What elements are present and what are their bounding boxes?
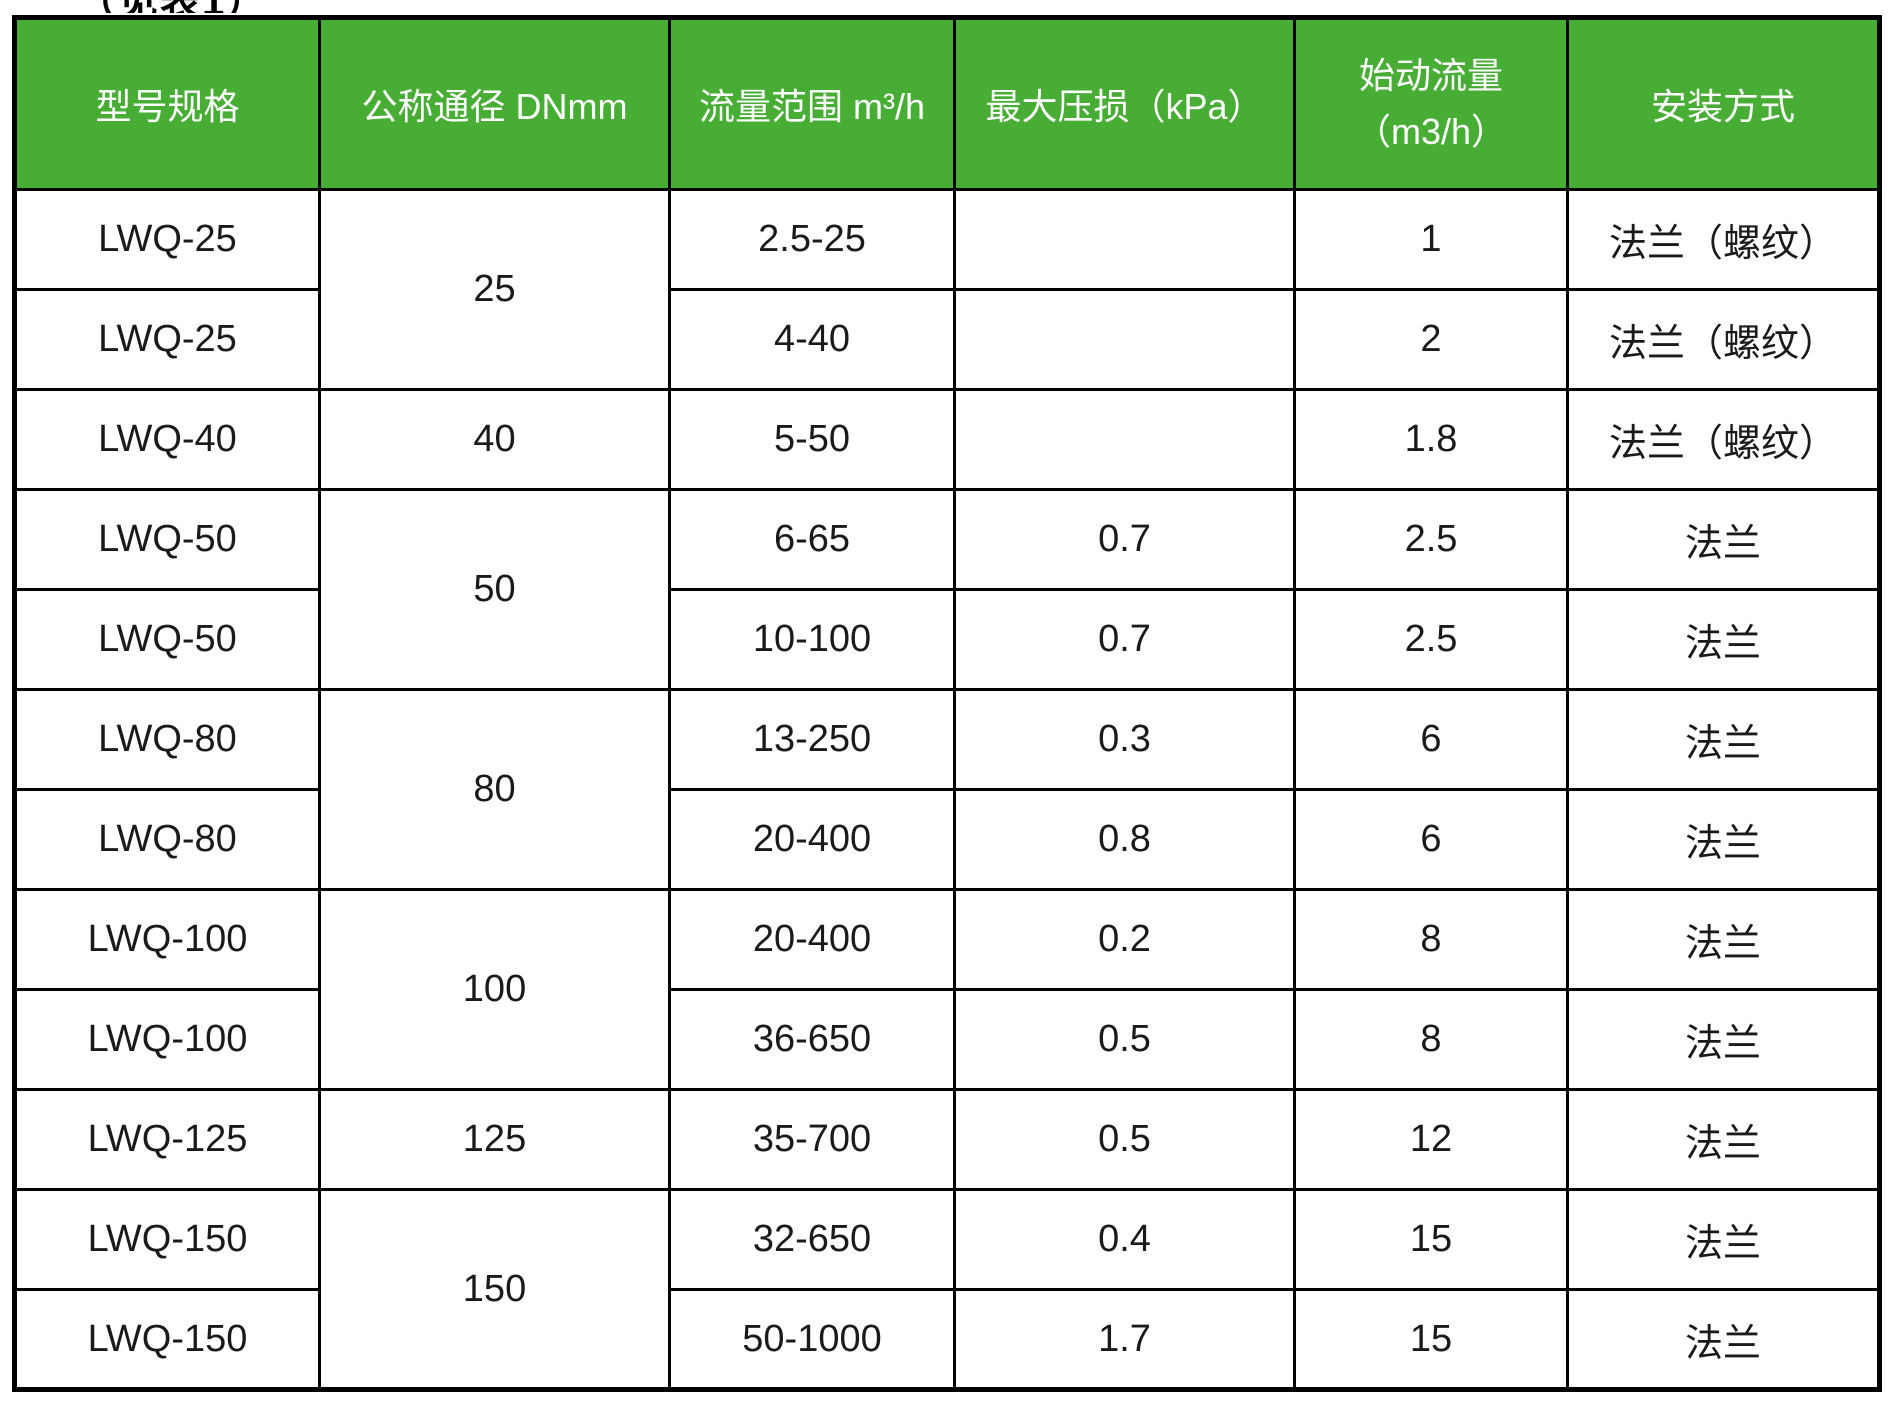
- cell-model: LWQ-125: [13, 1088, 321, 1191]
- cell-start-flow: 6: [1293, 788, 1569, 891]
- table-row: LWQ-50 50 6-65 0.7 2.5 法兰: [13, 488, 1881, 691]
- cell-flow-range: 5-50: [668, 388, 956, 491]
- table-row: LWQ-25 25 2.5-25 1 法兰（螺纹）: [13, 188, 1881, 391]
- cell-flow-range: 20-400: [668, 888, 956, 991]
- cell-start-flow: 8: [1293, 888, 1569, 991]
- cell-start-flow: 15: [1293, 1288, 1569, 1391]
- cell-flow-range: 32-650: [668, 1188, 956, 1291]
- header-dn: 公称通径 DNmm: [318, 16, 671, 191]
- table-row: LWQ-80 20-400 0.8 6 法兰: [13, 788, 1881, 891]
- header-row: 型号规格 公称通径 DNmm 流量范围 m³/h 最大压损（kPa） 始动流量 …: [13, 16, 1881, 191]
- table-row: LWQ-100 100 20-400 0.2 8 法兰: [13, 888, 1881, 1091]
- cell-dn: 150: [318, 1188, 671, 1391]
- cell-model: LWQ-100: [13, 888, 321, 991]
- cell-model: LWQ-80: [13, 688, 321, 791]
- cell-start-flow: 2.5: [1293, 588, 1569, 691]
- table-row: LWQ-40 40 5-50 1.8 法兰（螺纹）: [13, 388, 1881, 491]
- cell-flow-range: 6-65: [668, 488, 956, 591]
- cell-start-flow: 12: [1293, 1088, 1569, 1191]
- cell-flow-range: 35-700: [668, 1088, 956, 1191]
- cell-flow-range: 36-650: [668, 988, 956, 1091]
- cell-dn: 40: [318, 388, 671, 491]
- header-start-flow-line1: 始动流量: [1358, 55, 1503, 96]
- cell-installation: 法兰: [1566, 988, 1881, 1091]
- cell-flow-range: 20-400: [668, 788, 956, 891]
- top-note-clip: （见表1）: [0, 0, 700, 13]
- table-row: LWQ-25 4-40 2 法兰（螺纹）: [13, 288, 1881, 391]
- cell-max-pressure-loss: 0.3: [953, 688, 1296, 791]
- header-start-flow: 始动流量 （m3/h）: [1293, 16, 1569, 191]
- cell-installation: 法兰: [1566, 1288, 1881, 1391]
- cell-model: LWQ-150: [13, 1188, 321, 1291]
- cell-flow-range: 13-250: [668, 688, 956, 791]
- cell-max-pressure-loss: 0.2: [953, 888, 1296, 991]
- header-flow-range: 流量范围 m³/h: [668, 16, 956, 191]
- cell-max-pressure-loss: [953, 388, 1296, 491]
- cell-max-pressure-loss: [953, 288, 1296, 391]
- cell-model: LWQ-50: [13, 588, 321, 691]
- cell-max-pressure-loss: 1.7: [953, 1288, 1296, 1391]
- cell-start-flow: 1: [1293, 188, 1569, 291]
- cell-max-pressure-loss: [953, 188, 1296, 291]
- header-max-pressure-loss: 最大压损（kPa）: [953, 16, 1296, 191]
- top-note-text: （见表1）: [76, 0, 268, 13]
- cell-installation: 法兰: [1566, 1088, 1881, 1191]
- cell-start-flow: 2: [1293, 288, 1569, 391]
- table-row: LWQ-125 125 35-700 0.5 12 法兰: [13, 1088, 1881, 1191]
- cell-model: LWQ-150: [13, 1288, 321, 1391]
- table-row: LWQ-80 80 13-250 0.3 6 法兰: [13, 688, 1881, 891]
- cell-installation: 法兰: [1566, 788, 1881, 891]
- cell-flow-range: 2.5-25: [668, 188, 956, 291]
- cell-max-pressure-loss: 0.7: [953, 588, 1296, 691]
- cell-dn: 100: [318, 888, 671, 1091]
- cell-installation: 法兰: [1566, 488, 1881, 591]
- cell-max-pressure-loss: 0.5: [953, 1088, 1296, 1191]
- cell-installation: 法兰: [1566, 1188, 1881, 1291]
- cell-installation: 法兰: [1566, 688, 1881, 791]
- cell-installation: 法兰: [1566, 888, 1881, 991]
- cell-start-flow: 8: [1293, 988, 1569, 1091]
- table-row: LWQ-150 50-1000 1.7 15 法兰: [13, 1288, 1881, 1391]
- cell-installation: 法兰: [1566, 588, 1881, 691]
- cell-dn: 25: [318, 188, 671, 391]
- cell-flow-range: 10-100: [668, 588, 956, 691]
- table-row: LWQ-50 10-100 0.7 2.5 法兰: [13, 588, 1881, 691]
- cell-max-pressure-loss: 0.7: [953, 488, 1296, 591]
- cell-model: LWQ-25: [13, 188, 321, 291]
- cell-flow-range: 50-1000: [668, 1288, 956, 1391]
- cell-max-pressure-loss: 0.4: [953, 1188, 1296, 1291]
- cell-max-pressure-loss: 0.8: [953, 788, 1296, 891]
- cell-model: LWQ-25: [13, 288, 321, 391]
- cell-model: LWQ-80: [13, 788, 321, 891]
- cell-dn: 80: [318, 688, 671, 891]
- table-row: LWQ-150 150 32-650 0.4 15 法兰: [13, 1188, 1881, 1391]
- table-row: LWQ-100 36-650 0.5 8 法兰: [13, 988, 1881, 1091]
- cell-start-flow: 6: [1293, 688, 1569, 791]
- cell-max-pressure-loss: 0.5: [953, 988, 1296, 1091]
- cell-model: LWQ-40: [13, 388, 321, 491]
- cell-installation: 法兰（螺纹）: [1566, 288, 1881, 391]
- cell-start-flow: 1.8: [1293, 388, 1569, 491]
- header-installation: 安装方式: [1566, 16, 1881, 191]
- header-model: 型号规格: [13, 16, 321, 191]
- cell-start-flow: 15: [1293, 1188, 1569, 1291]
- cell-model: LWQ-100: [13, 988, 321, 1091]
- cell-model: LWQ-50: [13, 488, 321, 591]
- cell-flow-range: 4-40: [668, 288, 956, 391]
- spec-table: 型号规格 公称通径 DNmm 流量范围 m³/h 最大压损（kPa） 始动流量 …: [12, 15, 1882, 1392]
- cell-installation: 法兰（螺纹）: [1566, 188, 1881, 291]
- header-start-flow-line2: （m3/h）: [1354, 111, 1508, 152]
- cell-dn: 125: [318, 1088, 671, 1191]
- cell-installation: 法兰（螺纹）: [1566, 388, 1881, 491]
- cell-dn: 50: [318, 488, 671, 691]
- cell-start-flow: 2.5: [1293, 488, 1569, 591]
